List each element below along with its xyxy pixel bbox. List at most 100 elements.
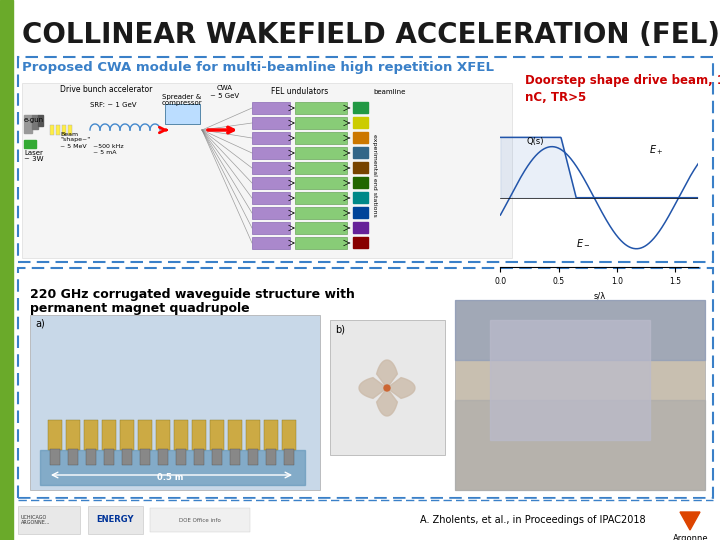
Bar bbox=[122, 449, 132, 465]
Text: beamline: beamline bbox=[374, 89, 406, 95]
Text: Drive bunch accelerator: Drive bunch accelerator bbox=[60, 85, 153, 94]
Bar bbox=[252, 102, 290, 114]
Bar bbox=[284, 449, 294, 465]
Bar bbox=[353, 102, 368, 113]
Polygon shape bbox=[359, 377, 387, 399]
Text: b): b) bbox=[335, 325, 345, 335]
Bar bbox=[24, 140, 36, 148]
Bar bbox=[295, 147, 347, 159]
Bar bbox=[150, 508, 250, 532]
Text: Doorstep shape drive beam, 10
nC, TR>5: Doorstep shape drive beam, 10 nC, TR>5 bbox=[525, 74, 720, 104]
Bar bbox=[295, 132, 347, 144]
Bar bbox=[295, 177, 347, 189]
Text: 220 GHz corrugated waveguide structure with: 220 GHz corrugated waveguide structure w… bbox=[30, 288, 355, 301]
Bar bbox=[24, 115, 32, 133]
Bar bbox=[295, 237, 347, 249]
Bar bbox=[176, 449, 186, 465]
Bar bbox=[212, 449, 222, 465]
Bar bbox=[38, 115, 43, 126]
Bar bbox=[18, 268, 713, 498]
Bar bbox=[353, 132, 368, 143]
Bar bbox=[102, 420, 116, 450]
Bar bbox=[353, 162, 368, 173]
Bar bbox=[353, 207, 368, 218]
Text: COLLINEAR WAKEFIELD ACCELERATION (FEL): COLLINEAR WAKEFIELD ACCELERATION (FEL) bbox=[22, 21, 720, 49]
Bar bbox=[295, 207, 347, 219]
Text: CWA
~ 5 GeV: CWA ~ 5 GeV bbox=[210, 85, 240, 98]
Bar bbox=[210, 420, 224, 450]
Bar bbox=[30, 315, 320, 490]
Bar bbox=[252, 132, 290, 144]
Bar bbox=[248, 449, 258, 465]
Bar bbox=[68, 125, 72, 135]
Bar bbox=[295, 162, 347, 174]
Text: a): a) bbox=[35, 318, 45, 328]
Bar bbox=[252, 207, 290, 219]
Text: Proposed CWA module for multi-beamline high repetition XFEL: Proposed CWA module for multi-beamline h… bbox=[22, 62, 494, 75]
Text: UCHICAGO
ARGONNE...: UCHICAGO ARGONNE... bbox=[21, 515, 50, 525]
Bar bbox=[140, 449, 150, 465]
Bar bbox=[295, 222, 347, 234]
Text: e-gun: e-gun bbox=[24, 117, 44, 123]
Text: Beam: Beam bbox=[60, 132, 78, 137]
Polygon shape bbox=[377, 388, 397, 416]
Bar bbox=[353, 192, 368, 203]
Bar bbox=[252, 222, 290, 234]
Bar bbox=[295, 192, 347, 204]
Text: DOE Office info: DOE Office info bbox=[179, 517, 221, 523]
Bar bbox=[455, 300, 705, 490]
Bar bbox=[18, 506, 80, 534]
Bar bbox=[88, 506, 143, 534]
Text: Laser: Laser bbox=[24, 150, 43, 156]
Bar bbox=[194, 449, 204, 465]
Bar bbox=[246, 420, 260, 450]
Bar bbox=[48, 420, 62, 450]
Bar bbox=[22, 83, 512, 258]
Bar bbox=[252, 162, 290, 174]
Bar bbox=[330, 320, 445, 455]
Text: A. Zholents, et al., in Proceedings of IPAC2018: A. Zholents, et al., in Proceedings of I… bbox=[420, 515, 646, 525]
Bar bbox=[455, 400, 705, 490]
Bar bbox=[455, 300, 705, 360]
Polygon shape bbox=[387, 377, 415, 399]
Bar bbox=[158, 449, 168, 465]
Bar bbox=[252, 192, 290, 204]
Bar bbox=[353, 147, 368, 158]
Bar bbox=[252, 177, 290, 189]
Bar bbox=[104, 449, 114, 465]
Text: $E_+$: $E_+$ bbox=[649, 143, 664, 157]
Text: SRF: ~ 1 GeV: SRF: ~ 1 GeV bbox=[90, 102, 137, 108]
Bar bbox=[165, 104, 200, 124]
Bar bbox=[120, 420, 134, 450]
Bar bbox=[295, 117, 347, 129]
Bar bbox=[266, 449, 276, 465]
Text: ~ 5 MeV: ~ 5 MeV bbox=[60, 144, 86, 149]
Bar bbox=[353, 222, 368, 233]
Polygon shape bbox=[377, 360, 397, 388]
X-axis label: s/λ: s/λ bbox=[593, 292, 606, 301]
Bar bbox=[264, 420, 278, 450]
Bar bbox=[282, 420, 296, 450]
Bar bbox=[13, 499, 720, 540]
Bar bbox=[174, 420, 188, 450]
Bar bbox=[32, 115, 38, 129]
Text: "shape~": "shape~" bbox=[60, 138, 90, 143]
Text: $E_-$: $E_-$ bbox=[576, 238, 590, 248]
Text: ENERGY: ENERGY bbox=[96, 516, 134, 524]
Bar bbox=[138, 420, 152, 450]
Bar bbox=[50, 125, 54, 135]
Bar bbox=[68, 449, 78, 465]
Text: Argonne: Argonne bbox=[673, 534, 708, 540]
Text: 0.5 m: 0.5 m bbox=[157, 474, 183, 483]
Bar bbox=[252, 117, 290, 129]
Text: ~ 3W: ~ 3W bbox=[24, 156, 43, 162]
Bar bbox=[353, 177, 368, 188]
Polygon shape bbox=[680, 512, 700, 530]
Bar bbox=[192, 420, 206, 450]
Bar bbox=[62, 125, 66, 135]
Bar bbox=[18, 57, 713, 262]
Text: permanent magnet quadrupole: permanent magnet quadrupole bbox=[30, 302, 250, 315]
Bar bbox=[66, 420, 80, 450]
Text: ~ 5 mA: ~ 5 mA bbox=[93, 150, 117, 154]
Bar bbox=[353, 237, 368, 248]
